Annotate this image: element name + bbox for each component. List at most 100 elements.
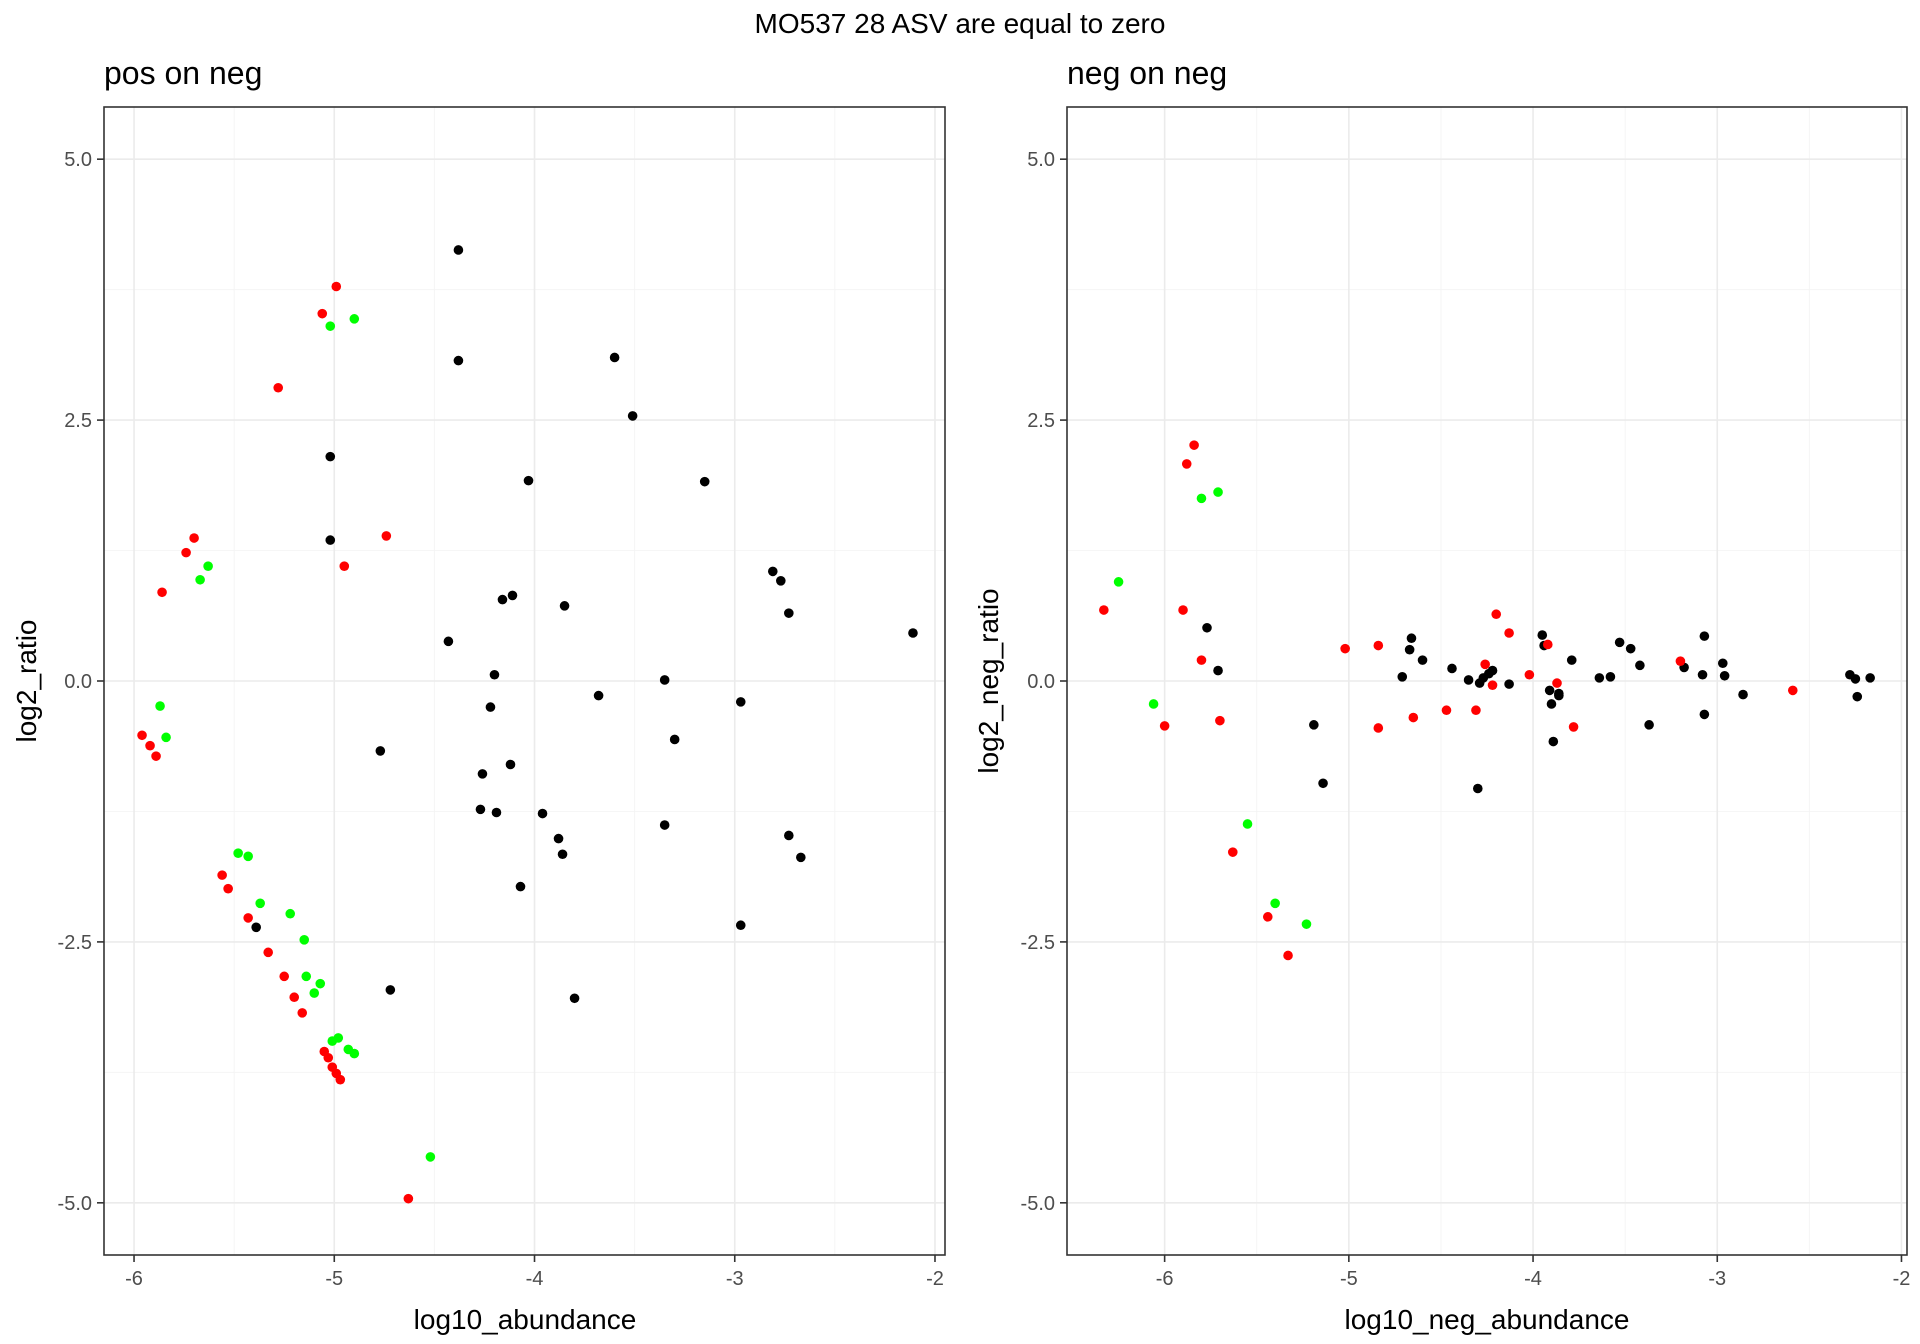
data-point-green (255, 898, 265, 909)
y-tick-label: -5.0 (58, 1193, 92, 1215)
data-point-black (251, 922, 261, 933)
data-point-black (537, 808, 548, 819)
data-point-red (1196, 655, 1207, 665)
data-point-green (1148, 699, 1159, 709)
data-point-red (335, 1074, 346, 1085)
data-point-red (323, 1052, 334, 1063)
data-point-red (189, 533, 199, 543)
data-point-red (1099, 605, 1109, 615)
data-point-black (1478, 673, 1489, 683)
data-point-black (908, 628, 918, 638)
data-point-black (1397, 672, 1408, 682)
data-point-red (289, 992, 300, 1003)
data-point-black (735, 697, 746, 707)
data-point-red (1340, 643, 1350, 654)
data-point-red (1787, 685, 1798, 696)
data-point-green (325, 321, 336, 331)
data-point-red (1215, 715, 1225, 726)
y-tick-label: -2.5 (58, 932, 92, 954)
x-tick-label: -2 (926, 1268, 944, 1290)
data-point-red (151, 751, 161, 761)
data-point-black (1537, 630, 1548, 640)
data-point-red (381, 531, 392, 541)
data-point-green (161, 732, 171, 743)
data-point-black (515, 881, 526, 892)
data-point-black (1625, 643, 1636, 654)
data-point-black (1447, 663, 1457, 674)
data-point-black (443, 636, 454, 647)
data-point-black (507, 590, 518, 601)
data-point-green (155, 701, 165, 711)
data-point-black (1865, 673, 1875, 683)
data-point-green (1113, 577, 1124, 587)
data-point-black (1202, 622, 1212, 633)
x-axis-title: log10_abundance (414, 1304, 637, 1335)
data-point-red (217, 870, 227, 880)
data-point-black (1406, 633, 1417, 644)
gridlines (104, 107, 945, 1255)
data-point-red (157, 587, 167, 598)
data-point-green (299, 935, 310, 945)
data-point-black (593, 690, 604, 701)
data-point-black (1850, 674, 1861, 684)
data-point-black (1548, 736, 1559, 747)
panel-title: neg on neg (1067, 55, 1227, 91)
panel-pos-on-neg: pos on neg -6 -5 -4 -3 -2 -5.0 -2.5 0.0 2.5 5.0 l… (11, 55, 946, 1335)
data-point-red (1262, 912, 1273, 922)
data-point-red (263, 947, 273, 958)
data-point-black (485, 702, 496, 712)
data-point-red (223, 883, 233, 894)
data-point-green (349, 1048, 360, 1059)
data-point-black (1605, 672, 1616, 682)
data-point-red (339, 561, 350, 571)
data-point-black (1699, 631, 1710, 641)
y-tick-label: 2.5 (1027, 410, 1055, 432)
data-point-black (1404, 644, 1415, 655)
data-point-black (1852, 691, 1863, 702)
data-point-black (1318, 778, 1328, 789)
data-point-red (243, 913, 253, 923)
data-point-black (475, 804, 486, 815)
data-point-black (767, 566, 778, 577)
data-point-red (331, 281, 342, 292)
data-point-green (1213, 487, 1223, 497)
data-point-black (735, 920, 746, 931)
data-point-black (1594, 673, 1605, 683)
data-point-black (1554, 690, 1564, 701)
data-point-black (1717, 658, 1728, 669)
data-point-black (796, 852, 806, 863)
panel-title: pos on neg (104, 55, 262, 91)
x-tick-label: -3 (1708, 1268, 1726, 1290)
data-point-red (1189, 440, 1199, 450)
y-tick-label: 0.0 (1027, 671, 1055, 693)
data-point-red (1675, 656, 1686, 666)
data-point-black (1614, 637, 1625, 648)
data-point-red (1373, 723, 1384, 733)
data-point-green (233, 848, 243, 858)
data-point-black (477, 769, 488, 779)
x-tick-label: -5 (1340, 1268, 1358, 1290)
data-point-green (1301, 919, 1312, 929)
data-point-red (1487, 680, 1498, 690)
data-point-red (1504, 628, 1514, 638)
data-point-black (1719, 670, 1730, 681)
data-point-black (1546, 699, 1557, 709)
figure-title: MO537 28 ASV are equal to zero (755, 8, 1166, 39)
data-point-black (385, 985, 396, 995)
x-tick-label: -4 (526, 1268, 544, 1290)
data-point-black (1463, 675, 1474, 685)
data-point-red (403, 1193, 414, 1204)
data-point-black (784, 608, 794, 618)
data-point-black (557, 849, 568, 860)
data-point-black (523, 475, 534, 486)
y-tick-label: 0.0 (64, 671, 92, 693)
y-axis-title: log2_ratio (11, 620, 42, 743)
data-point-black (1544, 685, 1555, 696)
data-point-green (425, 1152, 436, 1162)
data-point-black (1213, 665, 1223, 676)
data-point-red (1542, 639, 1553, 650)
data-point-black (569, 993, 580, 1004)
data-points (1099, 440, 1875, 961)
data-point-black (669, 734, 680, 745)
y-tick-label: 5.0 (1027, 149, 1055, 171)
